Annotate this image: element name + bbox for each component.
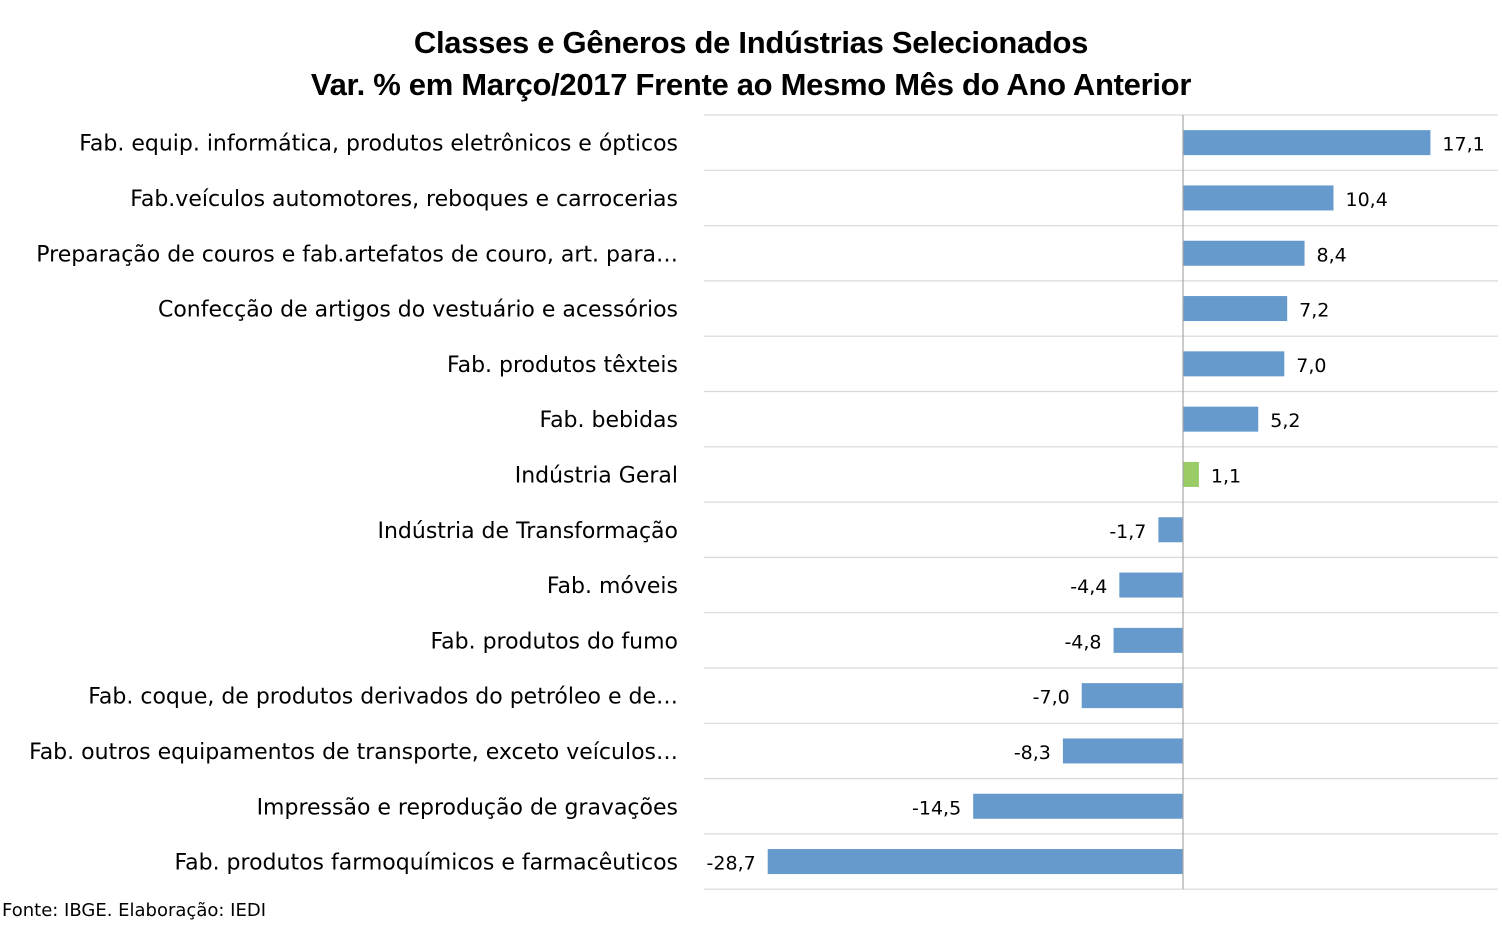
bars	[767, 130, 1431, 875]
data-label: 7,0	[1296, 355, 1326, 377]
category-label: Fab. coque, de produtos derivados do pet…	[88, 685, 678, 710]
bar	[1081, 683, 1183, 709]
category-label: Fab. outros equipamentos de transporte, …	[29, 740, 678, 765]
chart-title: Classes e Gêneros de Indústrias Selecion…	[0, 22, 1502, 106]
category-label: Fab. equip. informática, produtos eletrô…	[79, 132, 678, 157]
bar	[1183, 240, 1305, 266]
category-label: Fab. produtos farmoquímicos e farmacêuti…	[174, 851, 678, 876]
source-note: Fonte: IBGE. Elaboração: IEDI	[2, 900, 267, 921]
category-label: Fab. bebidas	[539, 408, 678, 433]
category-label: Indústria Geral	[515, 463, 678, 488]
data-label: -7,0	[1033, 687, 1070, 709]
bar	[1062, 738, 1183, 764]
category-labels: Fab. equip. informática, produtos eletrô…	[29, 132, 678, 876]
data-label: -4,4	[1070, 576, 1107, 598]
data-label: 17,1	[1442, 134, 1484, 156]
data-label: 5,2	[1270, 410, 1300, 432]
bar	[1119, 572, 1183, 598]
data-label: 1,1	[1211, 465, 1241, 487]
category-label: Impressão e reprodução de gravações	[257, 795, 678, 820]
bar	[1158, 517, 1183, 543]
category-label: Indústria de Transformação	[377, 519, 678, 544]
bar	[973, 793, 1183, 819]
data-label: -8,3	[1014, 742, 1051, 764]
gridlines	[704, 114, 1498, 890]
data-label: 8,4	[1317, 244, 1347, 266]
bar	[1183, 351, 1285, 377]
chart-title-line: Classes e Gêneros de Indústrias Selecion…	[413, 25, 1089, 60]
category-label: Fab. móveis	[547, 574, 678, 599]
category-label: Fab. produtos do fumo	[431, 629, 679, 654]
bar	[1183, 130, 1431, 156]
data-label: 10,4	[1345, 189, 1387, 211]
bar	[1183, 185, 1334, 211]
data-label: 7,2	[1299, 300, 1329, 322]
bar	[767, 849, 1183, 875]
bar	[1113, 627, 1183, 653]
bar	[1183, 461, 1199, 487]
category-label: Fab.veículos automotores, reboques e car…	[130, 187, 678, 212]
category-label: Confecção de artigos do vestuário e aces…	[158, 298, 678, 323]
chart-subtitle-line: Var. % em Março/2017 Frente ao Mesmo Mês…	[310, 67, 1192, 102]
category-label: Fab. produtos têxteis	[447, 353, 678, 378]
bar	[1183, 406, 1259, 432]
category-label: Preparação de couros e fab.artefatos de …	[36, 242, 678, 267]
data-label: -14,5	[912, 797, 961, 819]
data-label: -4,8	[1064, 631, 1101, 653]
value-labels: 17,1 10,4 8,4 7,2 7,0 5,2 1,1 -1,7 -4,4 -4,8 -7,0 -…	[707, 134, 1485, 875]
data-label: -1,7	[1109, 521, 1146, 543]
data-label: -28,7	[707, 853, 756, 875]
bar	[1183, 296, 1288, 322]
